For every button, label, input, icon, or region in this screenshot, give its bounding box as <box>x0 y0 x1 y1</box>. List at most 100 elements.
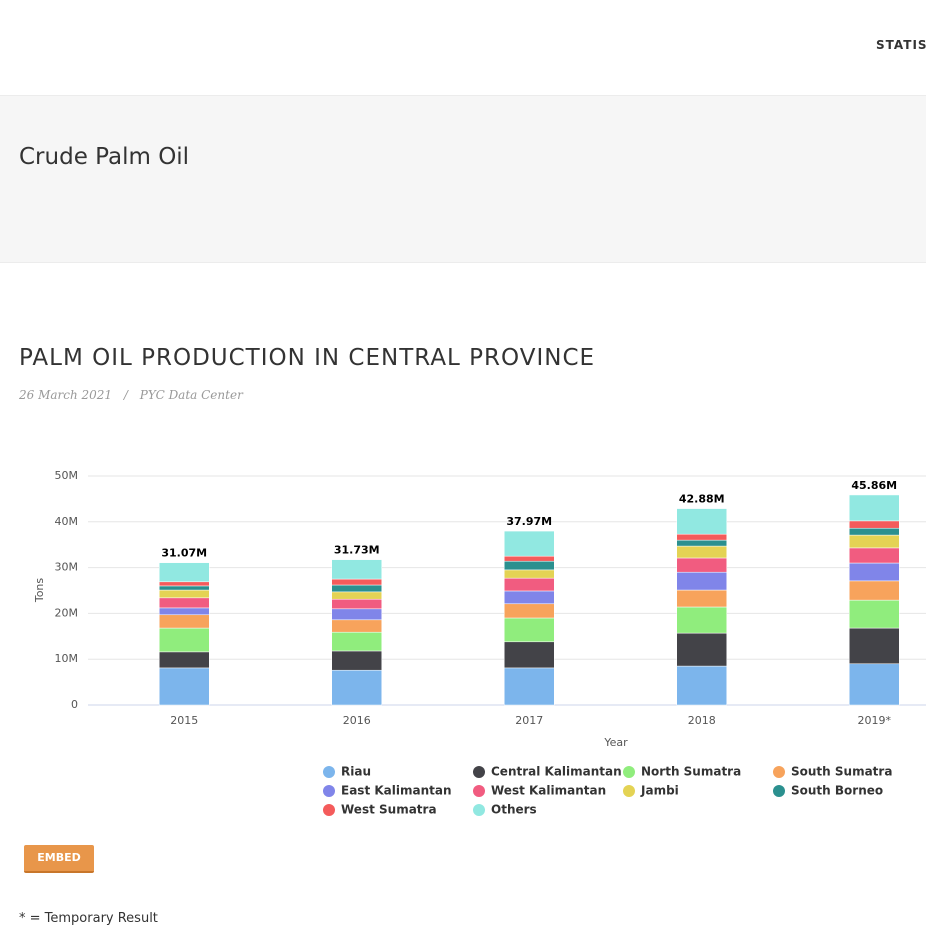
bar-segment <box>504 590 555 605</box>
bar-segment <box>676 508 727 535</box>
legend-label: West Sumatra <box>341 803 437 817</box>
page-title: Crude Palm Oil <box>19 144 190 170</box>
total-label: 31.07M <box>161 547 207 560</box>
legend-label: Others <box>491 803 537 817</box>
legend-label: South Borneo <box>791 784 883 798</box>
bar-segment <box>849 663 900 706</box>
legend-marker <box>773 785 785 797</box>
bar-segment <box>849 547 900 564</box>
bar-segment <box>331 578 382 586</box>
header-band: Crude Palm Oil <box>0 95 926 263</box>
legend-marker <box>623 766 635 778</box>
embed-button[interactable]: EMBED <box>24 845 94 873</box>
bar-segment <box>849 494 900 522</box>
x-axis-title: Year <box>603 736 628 749</box>
legend-label: Jambi <box>640 784 679 798</box>
total-label: 45.86M <box>851 479 897 492</box>
bar-segment <box>676 606 727 634</box>
author: PYC Data Center <box>139 388 243 402</box>
chart: Tons Year 0 10M 20M 30M 40M 50M 2015 31.07M 2016… <box>33 469 926 817</box>
bar-segment <box>159 585 210 591</box>
bar-segment <box>676 571 727 591</box>
bar-segment <box>159 597 210 609</box>
y-tick-label: 20M <box>55 606 79 619</box>
bar-segment <box>504 617 555 643</box>
bar-segment <box>159 562 210 583</box>
y-tick-label: 0 <box>71 698 78 711</box>
bar-segment <box>676 665 727 706</box>
bar-segment <box>849 599 900 629</box>
bar-segment <box>331 608 382 621</box>
legend-label: North Sumatra <box>641 765 741 779</box>
bar-segment <box>504 560 555 571</box>
total-label: 31.73M <box>334 544 380 557</box>
bar-segment <box>331 650 382 671</box>
total-label: 42.88M <box>679 493 725 506</box>
y-tick-label: 40M <box>55 515 79 528</box>
meta: 26 March 2021 / PYC Data Center <box>19 388 251 402</box>
x-tick-label: 2017 <box>515 714 543 727</box>
bar-segment <box>504 667 555 706</box>
bar-segment <box>159 627 210 653</box>
x-tick-label: 2019* <box>858 714 892 727</box>
bar-segment <box>676 539 727 547</box>
bar-segment <box>504 555 555 562</box>
footnote: * = Temporary Result <box>19 911 158 925</box>
bar-segment <box>849 627 900 665</box>
bar-segment <box>504 577 555 592</box>
bar-segment <box>676 545 727 559</box>
bar-segment <box>331 619 382 633</box>
bar-segment <box>676 632 727 667</box>
bar-segment <box>676 557 727 573</box>
legend-marker <box>473 785 485 797</box>
bar-segment <box>331 631 382 652</box>
legend-marker <box>473 804 485 816</box>
legend-label: Riau <box>341 765 371 779</box>
bar-segment <box>849 580 900 601</box>
bar-segment <box>159 589 210 599</box>
legend-marker <box>323 766 335 778</box>
legend-marker <box>773 766 785 778</box>
legend-marker <box>623 785 635 797</box>
legend-label: East Kalimantan <box>341 784 452 798</box>
bar-segment <box>849 527 900 536</box>
nav-item[interactable]: STATISTICS <box>876 38 926 52</box>
legend-label: South Sumatra <box>791 765 892 779</box>
total-label: 37.97M <box>506 515 552 528</box>
legend-marker <box>323 804 335 816</box>
bar-segment <box>331 598 382 610</box>
article-title: PALM OIL PRODUCTION IN CENTRAL PROVINCE <box>19 345 596 371</box>
bar-segment <box>331 669 382 706</box>
y-tick-label: 30M <box>55 561 79 574</box>
bar-segment <box>159 614 210 629</box>
bar-segment <box>504 530 555 557</box>
legend-label: West Kalimantan <box>491 784 606 798</box>
y-axis-title: Tons <box>33 578 46 604</box>
bar-segment <box>504 603 555 619</box>
bar-segment <box>331 591 382 600</box>
bar-segment <box>159 651 210 669</box>
bar-segment <box>504 641 555 669</box>
bar-segment <box>331 584 382 593</box>
bar-segment <box>159 607 210 616</box>
bar-segment <box>849 562 900 582</box>
bar-segment <box>159 667 210 706</box>
bar-segment <box>504 569 555 579</box>
bar-segment <box>676 589 727 608</box>
bar-segment <box>849 534 900 549</box>
x-tick-label: 2015 <box>170 714 198 727</box>
separator: / <box>123 388 128 402</box>
legend-label: Central Kalimantan <box>491 765 622 779</box>
bar-segment <box>331 559 382 580</box>
bar-segment <box>676 533 727 541</box>
x-tick-label: 2016 <box>343 714 371 727</box>
date: 26 March 2021 <box>19 388 113 402</box>
bar-segment <box>159 581 210 587</box>
legend-marker <box>473 766 485 778</box>
y-tick-label: 50M <box>55 469 79 482</box>
y-tick-label: 10M <box>55 652 79 665</box>
bar-segment <box>849 520 900 529</box>
legend-marker <box>323 785 335 797</box>
x-tick-label: 2018 <box>688 714 716 727</box>
